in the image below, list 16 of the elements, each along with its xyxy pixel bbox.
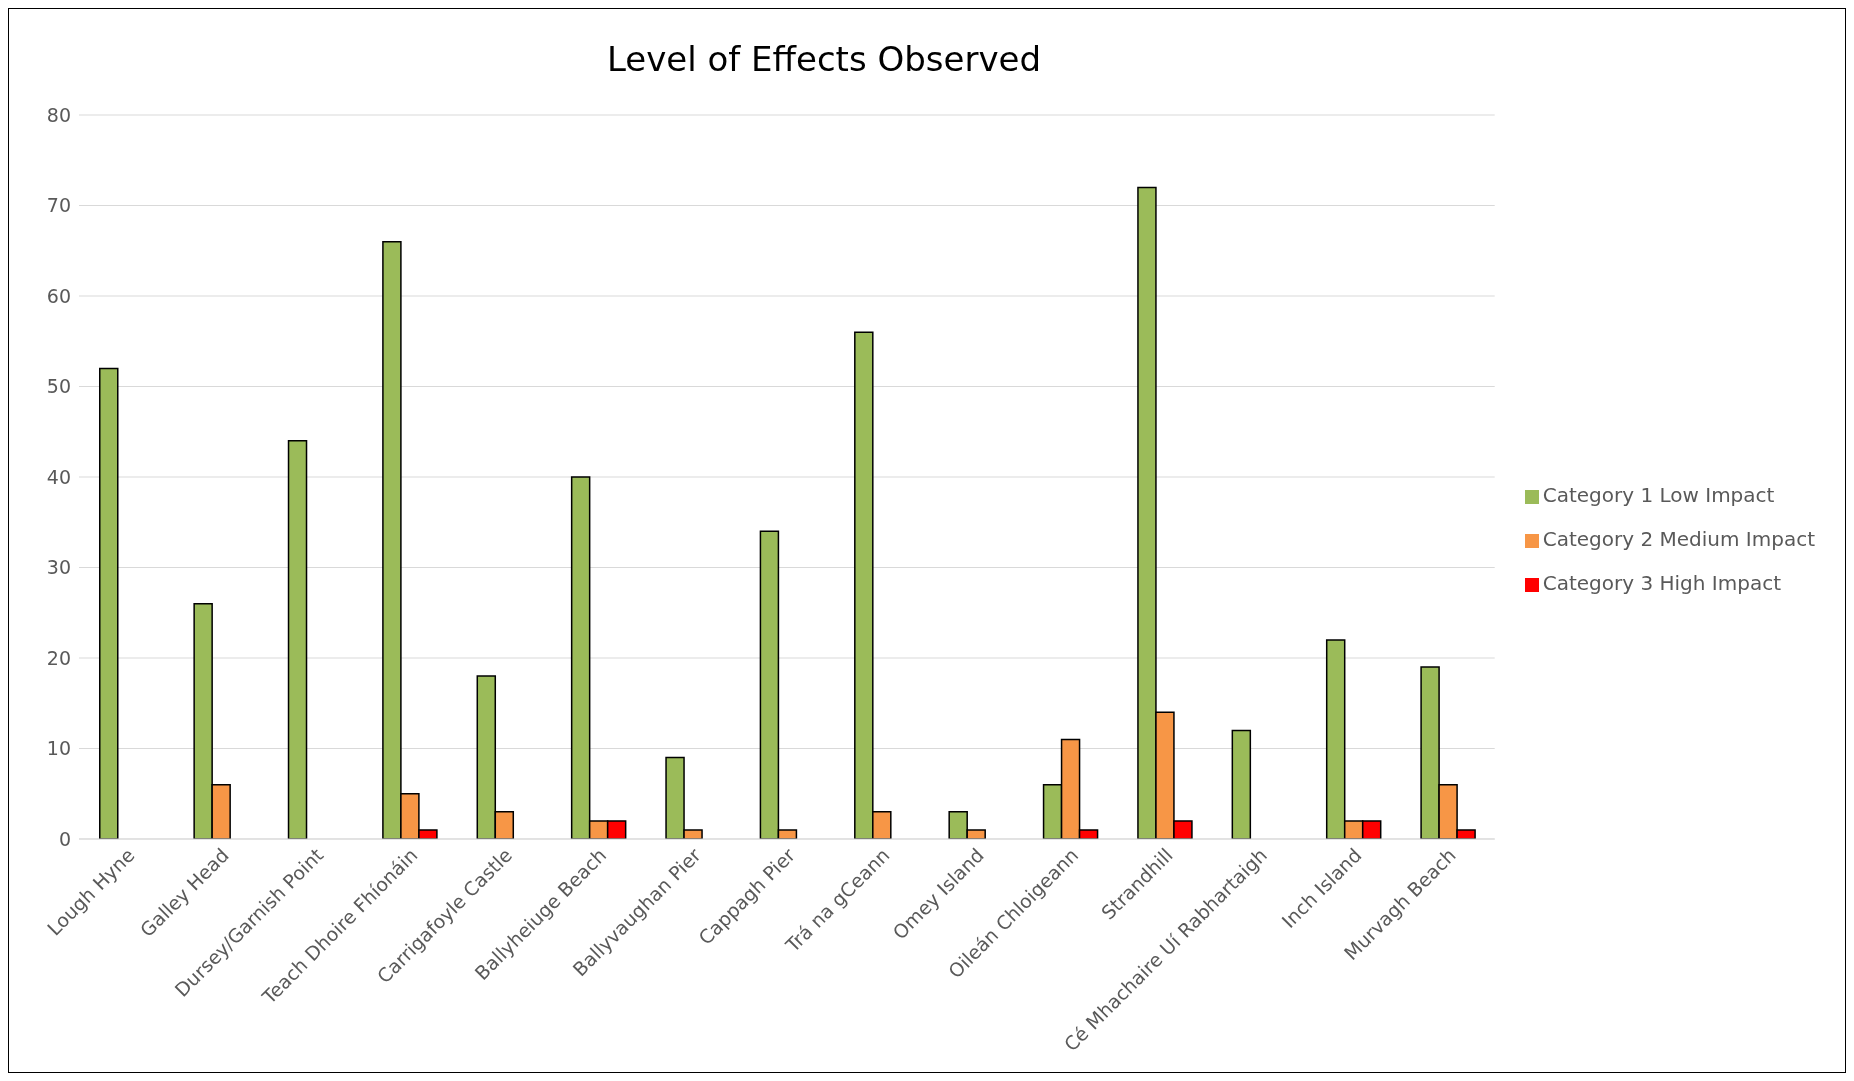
y-tick-label: 20: [46, 646, 71, 669]
legend-label: Category 2 Medium Impact: [1542, 527, 1815, 551]
y-tick-label: 80: [46, 103, 71, 126]
bar: [1231, 729, 1252, 839]
y-tick-label: 10: [46, 737, 71, 760]
y-tick-label: 40: [46, 465, 71, 488]
y-tick-label: 60: [46, 284, 71, 307]
y-tick-label: 0: [58, 827, 71, 850]
bar: [287, 440, 308, 839]
y-tick-label: 50: [46, 375, 71, 398]
legend-label: Category 1 Low Impact: [1542, 483, 1775, 507]
legend-label: Category 3 High Impact: [1542, 571, 1781, 595]
y-tick-label: 30: [46, 556, 71, 579]
bar: [99, 367, 119, 839]
y-tick-label: 70: [46, 194, 71, 217]
chart-title: Level of Effects Observed: [605, 39, 1043, 79]
